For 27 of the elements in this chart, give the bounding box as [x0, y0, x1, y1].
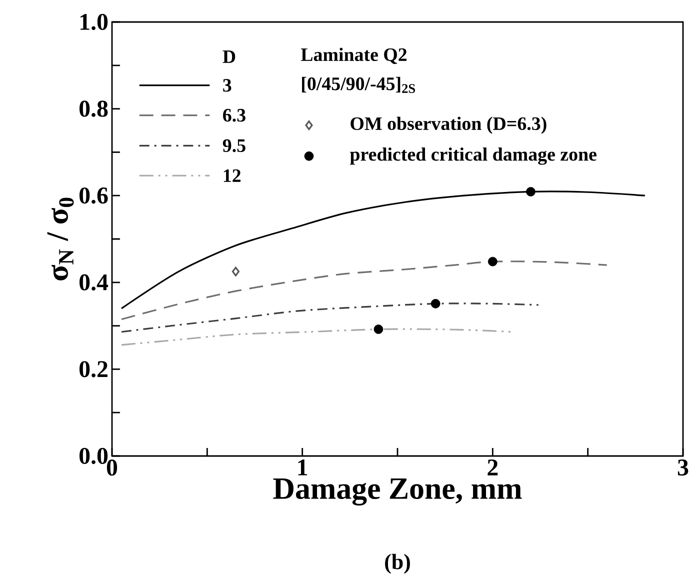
- legend-label: 3: [223, 79, 232, 92]
- annotation: [0/45/90/-45]$_{2S}$: [302, 76, 416, 93]
- x-tick-label: 2: [488, 460, 498, 476]
- x-tick-label: 1: [298, 460, 308, 476]
- y-tick-label: 0.8: [80, 100, 108, 117]
- legend-label: 9.5: [222, 139, 246, 152]
- y-axis-title: σ$_{N}$ / σ$_{0}$: [47, 198, 74, 280]
- x-tick-label: 3: [678, 460, 688, 476]
- point: [430, 298, 440, 308]
- point: [374, 324, 384, 334]
- legend-label: 12: [224, 169, 241, 182]
- point: [232, 266, 240, 276]
- x-axis-title: Damage Zone, mm: [273, 478, 522, 506]
- y-tick-label: 0.0: [80, 448, 108, 464]
- y-tick-label: 0.4: [80, 274, 108, 291]
- legend-label: predicted critical damage zone: [350, 147, 596, 165]
- text: (b): [385, 554, 410, 574]
- y-tick-label: 1.0: [80, 14, 108, 30]
- y-tick-label: 0.6: [80, 187, 108, 204]
- point: [488, 256, 498, 266]
- point: [526, 187, 536, 196]
- legend-title: D: [222, 50, 236, 63]
- legend-label: 6.3: [223, 108, 246, 122]
- annotation: Laminate Q2: [300, 48, 407, 64]
- x-tick-label: 0: [106, 460, 118, 476]
- y-tick-label: 0.2: [80, 361, 108, 378]
- legend-label: OM observation (D=6.3): [350, 116, 546, 134]
